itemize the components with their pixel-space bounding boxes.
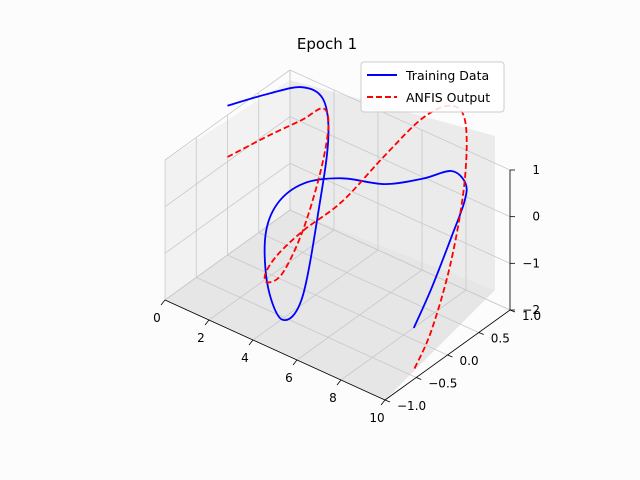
x-tick-label: 4 [241,351,249,365]
series-layer [227,86,468,371]
chart-title: Epoch 1 [297,35,357,53]
grid-line-z-back [289,209,511,311]
legend-label-training-data: Training Data [405,68,489,83]
x-tick-mark [336,379,342,386]
x-tick-labels: 0 2 4 6 8 10 [153,299,386,425]
x-tick-label: 0 [153,311,161,325]
x-axis-line [164,299,386,401]
x-tick-label: 8 [329,391,337,405]
y-tick-labels: −1.0−0.50.0 0.5 1.0 [384,309,541,413]
legend-label-anfis-output: ANFIS Output [406,90,490,105]
x-tick-label: 10 [369,411,384,425]
grid-line-z-back [289,69,511,171]
axes-3d [164,69,511,401]
z-tick-labels: 1 0 −1 −2 [510,163,540,317]
y-tick-label: 1.0 [522,309,541,323]
y-tick-mark [478,332,484,335]
grid-line-y-floor [196,277,417,378]
y-tick-mark [384,399,391,403]
grid-line-z-left [164,69,291,161]
x-tick-mark [160,299,166,306]
x-tick-mark [204,319,210,326]
grid-line-z-left [164,116,291,207]
x-tick-label: 6 [285,371,293,385]
pane-floor [165,210,495,400]
z-tick-label: 1 [532,163,540,177]
z-tick-label: 0 [532,210,540,224]
x-tick-mark [248,339,254,346]
y-tick-label: −0.5 [428,377,457,391]
y-tick-label: 0.0 [460,354,479,368]
legend: Training Data ANFIS Output [360,61,505,113]
grid-line-z-back [289,162,511,264]
grid-line-z-back [289,116,511,218]
x-tick-mark [292,359,298,366]
y-tick-mark [416,377,422,380]
grid-line-z-left [164,163,291,254]
grid-line-y-floor [227,254,448,356]
x-tick-mark [380,399,386,406]
y-tick-mark [447,354,453,358]
y-tick-label: 0.5 [491,332,510,346]
z-tick-label: −1 [522,256,540,270]
z-tick-label: −2 [522,303,540,317]
series-line-training-data [227,86,468,329]
pane-side [290,80,495,290]
y-tick-label: −1.0 [397,399,426,413]
x-tick-label: 2 [197,331,205,345]
series-line-anfis-output [227,104,468,371]
grid-line-z-left [164,209,291,301]
